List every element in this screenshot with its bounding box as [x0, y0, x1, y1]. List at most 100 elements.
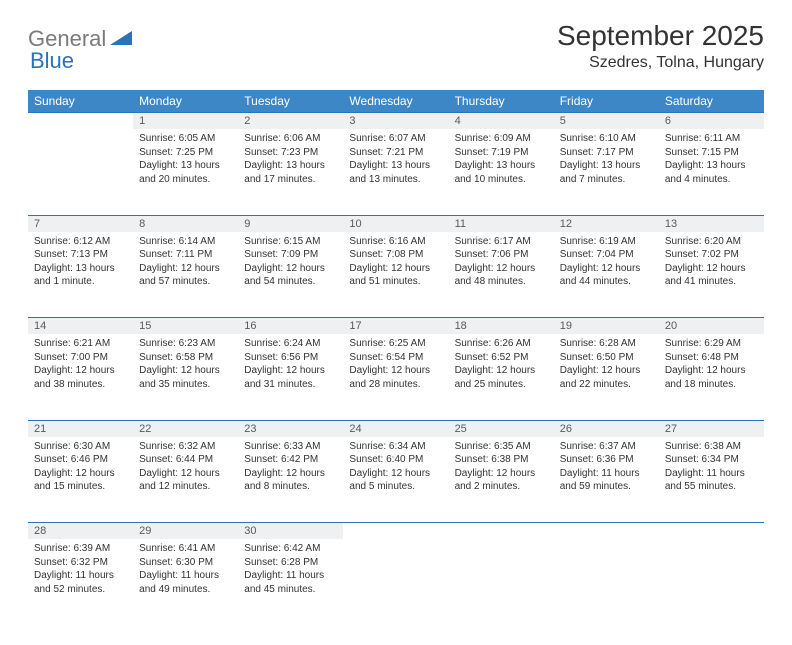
weekday-header: Tuesday [238, 90, 343, 113]
day-line: Sunset: 7:09 PM [244, 248, 337, 262]
day-line: and 13 minutes. [349, 173, 442, 187]
day-number-cell: 13 [659, 215, 764, 232]
day-content-cell: Sunrise: 6:12 AMSunset: 7:13 PMDaylight:… [28, 232, 133, 318]
day-content: Sunrise: 6:30 AMSunset: 6:46 PMDaylight:… [28, 437, 133, 500]
day-line: and 44 minutes. [560, 275, 653, 289]
day-content: Sunrise: 6:29 AMSunset: 6:48 PMDaylight:… [659, 334, 764, 397]
day-line: Daylight: 12 hours [34, 467, 127, 481]
day-content-cell: Sunrise: 6:39 AMSunset: 6:32 PMDaylight:… [28, 539, 133, 625]
day-number-cell: 25 [449, 420, 554, 437]
day-line: and 12 minutes. [139, 480, 232, 494]
day-line: Sunset: 7:21 PM [349, 146, 442, 160]
day-number: 20 [659, 318, 764, 334]
day-content-cell: Sunrise: 6:24 AMSunset: 6:56 PMDaylight:… [238, 334, 343, 420]
day-number-cell: 8 [133, 215, 238, 232]
day-content-cell: Sunrise: 6:32 AMSunset: 6:44 PMDaylight:… [133, 437, 238, 523]
day-line: Sunrise: 6:09 AM [455, 132, 548, 146]
day-content: Sunrise: 6:41 AMSunset: 6:30 PMDaylight:… [133, 539, 238, 602]
day-line: Daylight: 12 hours [665, 364, 758, 378]
day-line: Sunset: 7:02 PM [665, 248, 758, 262]
day-line: Daylight: 11 hours [560, 467, 653, 481]
day-line: Daylight: 12 hours [244, 364, 337, 378]
day-line: Sunrise: 6:10 AM [560, 132, 653, 146]
day-number-cell: 10 [343, 215, 448, 232]
day-line: and 59 minutes. [560, 480, 653, 494]
day-content-cell: Sunrise: 6:17 AMSunset: 7:06 PMDaylight:… [449, 232, 554, 318]
day-number [449, 523, 554, 539]
day-content-cell: Sunrise: 6:25 AMSunset: 6:54 PMDaylight:… [343, 334, 448, 420]
day-content-cell: Sunrise: 6:19 AMSunset: 7:04 PMDaylight:… [554, 232, 659, 318]
day-content-cell: Sunrise: 6:29 AMSunset: 6:48 PMDaylight:… [659, 334, 764, 420]
day-content: Sunrise: 6:25 AMSunset: 6:54 PMDaylight:… [343, 334, 448, 397]
location-subtitle: Szedres, Tolna, Hungary [557, 54, 764, 72]
day-line: Daylight: 12 hours [349, 467, 442, 481]
day-content: Sunrise: 6:17 AMSunset: 7:06 PMDaylight:… [449, 232, 554, 295]
day-number: 5 [554, 113, 659, 129]
day-line: Daylight: 13 hours [560, 159, 653, 173]
day-content: Sunrise: 6:23 AMSunset: 6:58 PMDaylight:… [133, 334, 238, 397]
day-number-cell: 24 [343, 420, 448, 437]
header: General September 2025 Szedres, Tolna, H… [28, 20, 764, 72]
day-content-cell: Sunrise: 6:06 AMSunset: 7:23 PMDaylight:… [238, 129, 343, 215]
daycontent-row: Sunrise: 6:05 AMSunset: 7:25 PMDaylight:… [28, 129, 764, 215]
day-line: Sunset: 7:23 PM [244, 146, 337, 160]
day-line: Daylight: 13 hours [455, 159, 548, 173]
day-line: and 45 minutes. [244, 583, 337, 597]
day-number: 23 [238, 421, 343, 437]
day-content: Sunrise: 6:37 AMSunset: 6:36 PMDaylight:… [554, 437, 659, 500]
day-line: Sunrise: 6:30 AM [34, 440, 127, 454]
day-line: Sunrise: 6:12 AM [34, 235, 127, 249]
day-line: Sunset: 6:50 PM [560, 351, 653, 365]
day-line: Sunset: 7:17 PM [560, 146, 653, 160]
day-number-cell: 23 [238, 420, 343, 437]
day-line: Sunrise: 6:17 AM [455, 235, 548, 249]
day-line: and 2 minutes. [455, 480, 548, 494]
day-line: Sunrise: 6:25 AM [349, 337, 442, 351]
daynum-row: 78910111213 [28, 215, 764, 232]
day-number: 19 [554, 318, 659, 334]
day-content [343, 539, 448, 548]
logo-triangle-icon [110, 29, 132, 50]
day-number [28, 113, 133, 129]
day-line: and 31 minutes. [244, 378, 337, 392]
day-content: Sunrise: 6:26 AMSunset: 6:52 PMDaylight:… [449, 334, 554, 397]
day-number: 6 [659, 113, 764, 129]
day-content-cell [449, 539, 554, 625]
day-content: Sunrise: 6:12 AMSunset: 7:13 PMDaylight:… [28, 232, 133, 295]
weekday-header: Sunday [28, 90, 133, 113]
day-line: Daylight: 13 hours [665, 159, 758, 173]
day-content: Sunrise: 6:33 AMSunset: 6:42 PMDaylight:… [238, 437, 343, 500]
day-content: Sunrise: 6:32 AMSunset: 6:44 PMDaylight:… [133, 437, 238, 500]
day-number-cell: 1 [133, 113, 238, 130]
day-number: 17 [343, 318, 448, 334]
day-line: Sunset: 6:56 PM [244, 351, 337, 365]
daycontent-row: Sunrise: 6:39 AMSunset: 6:32 PMDaylight:… [28, 539, 764, 625]
day-line: and 17 minutes. [244, 173, 337, 187]
day-number-cell: 20 [659, 318, 764, 335]
day-content-cell: Sunrise: 6:42 AMSunset: 6:28 PMDaylight:… [238, 539, 343, 625]
day-number-cell: 28 [28, 523, 133, 540]
day-content [28, 129, 133, 138]
day-line: Sunrise: 6:26 AM [455, 337, 548, 351]
day-number-cell [554, 523, 659, 540]
daycontent-row: Sunrise: 6:30 AMSunset: 6:46 PMDaylight:… [28, 437, 764, 523]
day-line: Sunset: 6:32 PM [34, 556, 127, 570]
day-line: Sunrise: 6:15 AM [244, 235, 337, 249]
day-content: Sunrise: 6:05 AMSunset: 7:25 PMDaylight:… [133, 129, 238, 192]
day-line: Sunset: 7:19 PM [455, 146, 548, 160]
day-line: and 55 minutes. [665, 480, 758, 494]
logo-text-blue: Blue [30, 48, 74, 73]
day-number: 2 [238, 113, 343, 129]
weekday-header: Saturday [659, 90, 764, 113]
day-number: 1 [133, 113, 238, 129]
day-number-cell [659, 523, 764, 540]
daycontent-row: Sunrise: 6:21 AMSunset: 7:00 PMDaylight:… [28, 334, 764, 420]
day-line: Sunset: 6:44 PM [139, 453, 232, 467]
day-content-cell [343, 539, 448, 625]
day-line: Sunrise: 6:07 AM [349, 132, 442, 146]
day-content: Sunrise: 6:21 AMSunset: 7:00 PMDaylight:… [28, 334, 133, 397]
day-content-cell: Sunrise: 6:10 AMSunset: 7:17 PMDaylight:… [554, 129, 659, 215]
day-line: Daylight: 13 hours [349, 159, 442, 173]
daynum-row: 123456 [28, 113, 764, 130]
day-line: Sunset: 7:08 PM [349, 248, 442, 262]
